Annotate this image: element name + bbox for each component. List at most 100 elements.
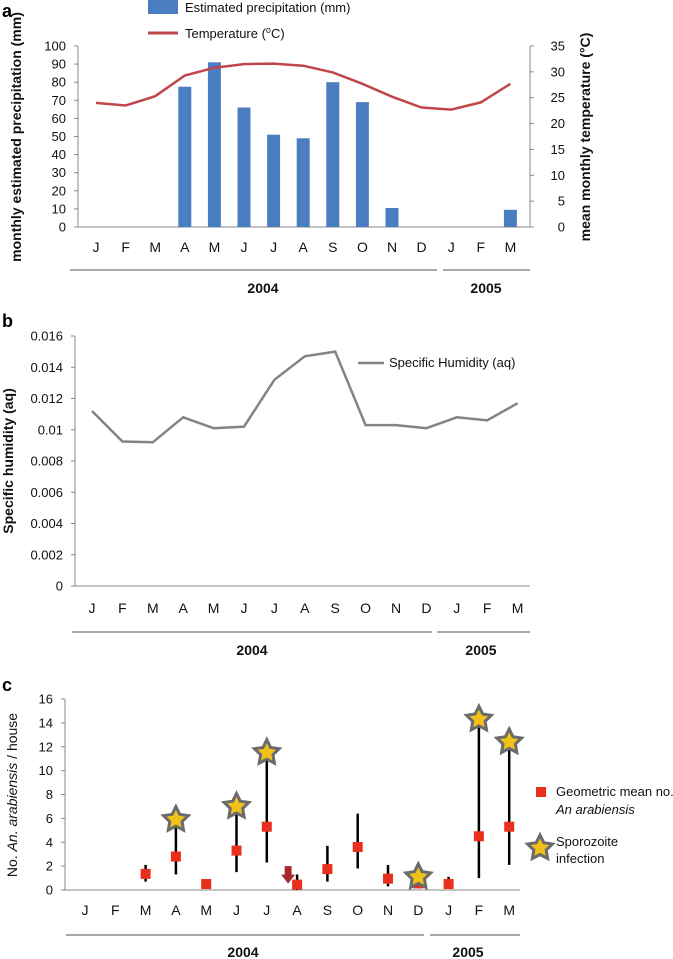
panel-c-points	[140, 702, 525, 891]
panel-c-ylabel-prefix: No.	[4, 851, 20, 877]
a-month-12: J	[448, 239, 455, 255]
c-mean-11	[473, 831, 484, 842]
a-month-3: A	[180, 239, 190, 255]
a-right-tick-5: 25	[551, 90, 565, 105]
c-month-8: S	[323, 902, 332, 918]
c-mean-3	[231, 845, 242, 856]
a-left-tick-6: 60	[52, 111, 66, 126]
a-month-9: O	[357, 239, 368, 255]
legend-temp-sup: o	[266, 25, 271, 35]
c-star-1	[160, 803, 192, 833]
c-mean-4	[261, 821, 272, 832]
panel-a-letter: a	[2, 1, 13, 21]
panel-b: b 0 0.002 0.004 0.006 0.008 0.01 0.012 0.014 0.0…	[0, 311, 530, 658]
c-month-4: M	[200, 902, 212, 918]
a-right-tick-2: 10	[551, 168, 565, 183]
b-month-8: S	[331, 600, 340, 616]
c-month-9: O	[352, 902, 363, 918]
panel-a-right-ticks: 0 5 10 15 20 25 30 35	[530, 39, 565, 235]
a-left-tick-3: 30	[52, 165, 66, 180]
c-star-3	[220, 789, 253, 820]
panel-c-letter: c	[2, 675, 12, 695]
a-right-tick-0: 0	[558, 220, 565, 235]
precip-bar-7	[296, 138, 310, 227]
legend-mean-marker	[536, 787, 546, 797]
c-tick-0: 0	[46, 883, 53, 898]
a-month-4: M	[209, 239, 221, 255]
legend-temp-suffix: C)	[271, 26, 285, 41]
c-mean-10	[443, 879, 454, 890]
b-month-0: J	[89, 600, 96, 616]
panel-a-right-ylabel: mean monthly temperature (°C)	[577, 33, 593, 242]
c-star-12	[493, 725, 525, 756]
c-arrow-shaft	[284, 866, 292, 876]
b-month-11: D	[421, 600, 431, 616]
b-tick-1: 0.002	[30, 547, 63, 562]
c-month-12: J	[445, 902, 452, 918]
c-arrow-head	[281, 874, 296, 884]
panel-b-ylabel: Specific humidity (aq)	[0, 388, 16, 533]
c-month-0: J	[82, 902, 89, 918]
c-month-13: F	[475, 902, 484, 918]
b-month-7: A	[300, 600, 310, 616]
precip-bar-3	[178, 86, 192, 227]
a-month-1: F	[121, 239, 130, 255]
c-mean-0	[140, 868, 151, 879]
precip-bar-14	[503, 209, 517, 227]
panel-a: a Estimated precipitation (mm) Temperatu…	[2, 0, 593, 296]
b-month-9: O	[360, 600, 371, 616]
c-star-9	[402, 860, 434, 891]
panel-a-year-2004: 2004	[247, 280, 278, 296]
b-month-6: J	[271, 600, 278, 616]
c-month-10: N	[383, 902, 393, 918]
legend-temp-label: Temperature (oC)	[185, 25, 285, 41]
b-month-10: N	[391, 600, 401, 616]
legend-precip-label: Estimated precipitation (mm)	[185, 0, 350, 15]
a-right-tick-3: 15	[551, 142, 565, 157]
c-mean-8	[383, 873, 393, 884]
a-month-11: D	[417, 239, 427, 255]
a-month-7: A	[299, 239, 309, 255]
a-month-14: M	[505, 239, 517, 255]
c-month-7: A	[292, 902, 302, 918]
c-mean-7	[352, 842, 363, 853]
a-left-tick-1: 10	[52, 201, 66, 216]
a-month-10: N	[387, 239, 397, 255]
b-month-12: J	[453, 600, 460, 616]
legend-star-line1: Sporozoite	[556, 834, 618, 849]
panel-b-year-2004: 2004	[236, 642, 267, 658]
c-tick-8: 16	[39, 692, 53, 707]
panel-a-bars	[178, 62, 517, 227]
precip-bar-10	[385, 207, 399, 227]
b-tick-4: 0.008	[30, 454, 63, 469]
c-month-5: J	[233, 902, 240, 918]
precip-bar-5	[237, 107, 251, 227]
panel-a-left-ylabel: monthly estimated precipitation (mm)	[8, 12, 24, 262]
b-tick-6: 0.012	[30, 391, 63, 406]
panel-b-letter: b	[2, 311, 13, 331]
c-mean-1	[170, 851, 181, 862]
c-tick-6: 12	[39, 739, 53, 754]
c-tick-2: 4	[46, 835, 53, 850]
c-month-11: D	[413, 902, 423, 918]
b-tick-8: 0.016	[30, 329, 63, 344]
a-right-tick-4: 20	[551, 116, 565, 131]
a-left-tick-7: 70	[52, 93, 66, 108]
precip-bar-9	[355, 102, 369, 227]
legend-humidity-label: Specific Humidity (aq)	[389, 355, 515, 370]
legend-mean-line1: Geometric mean no.	[556, 784, 673, 799]
a-left-tick-9: 90	[52, 57, 66, 72]
legend-temp-prefix: Temperature (	[185, 26, 267, 41]
b-month-5: J	[241, 600, 248, 616]
b-tick-3: 0.006	[30, 485, 63, 500]
b-month-14: M	[512, 600, 524, 616]
panel-c-y-ticks: 0 2 4 6 8 10 12 14 16	[39, 692, 65, 898]
a-left-tick-5: 50	[52, 129, 66, 144]
c-mean-6	[322, 864, 333, 875]
c-tick-1: 2	[46, 859, 53, 874]
a-month-8: S	[328, 239, 337, 255]
c-month-3: A	[171, 902, 181, 918]
c-mean-2	[201, 879, 212, 890]
c-mean-5	[292, 879, 303, 890]
